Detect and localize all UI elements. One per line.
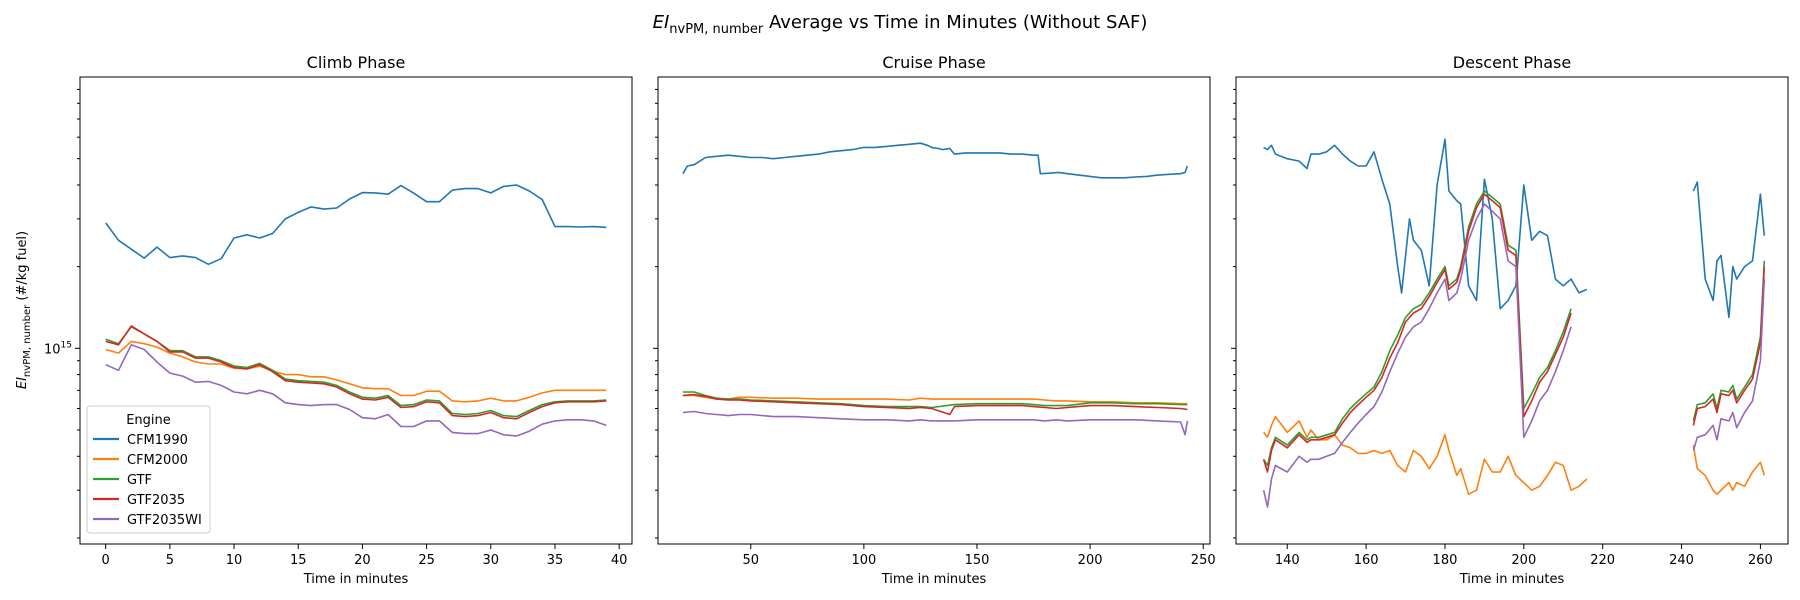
series-line-cfm2000	[1692, 444, 1766, 496]
descent-phase-x-axis-label: Time in minutes	[1459, 572, 1565, 587]
series-line-cfm1990	[1692, 181, 1766, 319]
y-tick-label: 1015	[44, 340, 72, 357]
climb-phase-series-group	[105, 184, 607, 437]
series-line-cfm2000	[105, 340, 607, 403]
descent-phase-series-group	[1262, 138, 1766, 508]
x-tick-label: 140	[1275, 553, 1300, 568]
descent-phase-axes-frame	[1235, 76, 1789, 545]
x-tick-label: 260	[1748, 553, 1773, 568]
x-tick-label: 200	[1511, 553, 1536, 568]
series-line-gtf2035	[105, 325, 607, 420]
cruise-phase-title: Cruise Phase	[882, 53, 985, 72]
x-tick-label: 35	[547, 553, 564, 568]
x-tick-label: 25	[418, 553, 435, 568]
x-tick-label: 15	[290, 553, 307, 568]
x-tick-label: 180	[1433, 553, 1458, 568]
x-tick-label: 5	[166, 553, 174, 568]
cruise-phase-x-axis-label: Time in minutes	[881, 572, 987, 587]
series-line-gtf	[105, 325, 607, 418]
legend-entry-cfm1990: CFM1990	[127, 433, 188, 448]
descent-phase-title: Descent Phase	[1453, 53, 1571, 72]
x-tick-label: 40	[611, 553, 628, 568]
x-tick-label: 160	[1354, 553, 1379, 568]
series-line-gtf2035wi	[1692, 279, 1766, 451]
series-line-gtf2035	[682, 393, 1188, 416]
x-tick-label: 0	[102, 553, 110, 568]
series-line-gtf2035wi	[105, 343, 607, 437]
x-tick-label: 150	[965, 553, 990, 568]
legend-box	[86, 405, 211, 534]
suptitle: EInvPM, number Average vs Time in Minute…	[653, 12, 1148, 37]
series-line-cfm2000	[1262, 415, 1588, 496]
x-tick-label: 20	[354, 553, 371, 568]
descent-phase-panel: Descent Phase 140 160 180 200 220 240 260 Time i…	[1231, 53, 1789, 587]
legend-entry-gtf2035: GTF2035	[127, 493, 185, 508]
legend-title: Engine	[126, 413, 171, 428]
series-line-cfm1990	[682, 142, 1189, 179]
x-tick-label: 240	[1669, 553, 1694, 568]
series-line-cfm2000	[682, 394, 1188, 405]
cruise-phase-series-group	[682, 142, 1189, 436]
climb-phase-title: Climb Phase	[307, 53, 406, 72]
x-tick-label: 10	[226, 553, 243, 568]
x-tick-label: 220	[1590, 553, 1615, 568]
legend-entry-gtf2035wi: GTF2035WI	[127, 513, 202, 528]
cruise-phase-panel: Cruise Phase 50 100 150 200 250 Time in minute…	[653, 53, 1216, 587]
series-line-gtf	[1692, 260, 1766, 422]
series-line-gtf2035	[1692, 266, 1766, 426]
series-line-gtf	[1262, 190, 1572, 467]
climb-phase-axes-frame	[79, 76, 633, 545]
x-tick-label: 30	[483, 553, 500, 568]
legend-entry-cfm2000: CFM2000	[127, 453, 188, 468]
x-tick-label: 250	[1191, 553, 1216, 568]
cruise-phase-axes-frame	[657, 76, 1211, 545]
series-line-cfm1990	[1263, 138, 1588, 310]
legend: Engine CFM1990 CFM2000 GTF GTF2035 GTF2035WI	[86, 405, 211, 534]
y-axis-label: EInvPM, number (#/kg fuel)	[15, 231, 33, 389]
climb-phase-x-axis-label: Time in minutes	[303, 572, 409, 587]
series-line-cfm1990	[105, 184, 607, 266]
series-line-gtf2035wi	[682, 410, 1189, 436]
series-line-gtf2035wi	[1262, 203, 1572, 508]
x-tick-label: 50	[742, 553, 759, 568]
legend-entry-gtf: GTF	[127, 473, 152, 488]
x-tick-label: 200	[1078, 553, 1103, 568]
series-line-gtf	[682, 391, 1188, 409]
x-tick-label: 100	[851, 553, 876, 568]
series-line-gtf2035	[1262, 193, 1572, 473]
